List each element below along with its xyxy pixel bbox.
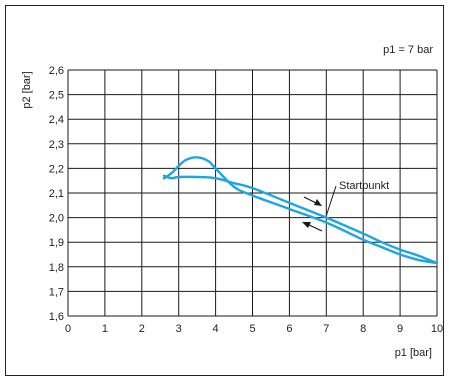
y-axis-label: p2 [bar] — [21, 71, 33, 108]
chart-grid — [67, 69, 438, 317]
y-tick-label: 2,3 — [49, 139, 64, 151]
y-tick-label: 2,2 — [49, 163, 64, 175]
startpunkt-leader-line — [325, 185, 337, 216]
x-tick-label: 1 — [102, 323, 108, 335]
y-tick-label: 1,9 — [49, 237, 64, 249]
annotation-startpunkt: Startpunkt — [339, 180, 389, 192]
x-tick-label: 4 — [213, 323, 219, 335]
x-tick-label: 0 — [65, 323, 71, 335]
chart-annotations — [302, 185, 337, 232]
x-tick-label: 7 — [323, 323, 329, 335]
x-axis-label: p1 [bar] — [395, 347, 432, 359]
direction-arrowhead-upper — [314, 199, 322, 206]
x-tick-label: 6 — [286, 323, 292, 335]
annotation-top-right: p1 = 7 bar — [383, 44, 433, 56]
series-line-1 — [162, 174, 439, 265]
chart-series — [162, 156, 439, 265]
x-tick-label: 9 — [397, 323, 403, 335]
chart-frame — [5, 5, 444, 376]
x-tick-label: 5 — [249, 323, 255, 335]
x-tick-label: 8 — [360, 323, 366, 335]
x-tick-label: 3 — [176, 323, 182, 335]
y-tick-label: 2,0 — [49, 213, 64, 225]
chart-axes: 0 1 2 3 4 5 6 7 8 9 10 1,6 1,7 1,8 1,9 2,0 2,1 2,2 2,3 2,4 2… — [49, 65, 443, 335]
y-tick-label: 1,7 — [49, 286, 64, 298]
y-tick-label: 2,4 — [49, 114, 64, 126]
x-tick-label: 10 — [431, 323, 443, 335]
series-line-2 — [162, 156, 439, 265]
y-tick-label: 2,6 — [49, 65, 64, 77]
y-tick-label: 1,6 — [49, 311, 64, 323]
y-tick-label: 1,8 — [49, 262, 64, 274]
direction-arrowhead-lower — [302, 222, 311, 228]
y-tick-label: 2,1 — [49, 188, 64, 200]
x-tick-label: 2 — [139, 323, 145, 335]
direction-arrow-lower — [306, 223, 323, 232]
y-tick-label: 2,5 — [49, 90, 64, 102]
